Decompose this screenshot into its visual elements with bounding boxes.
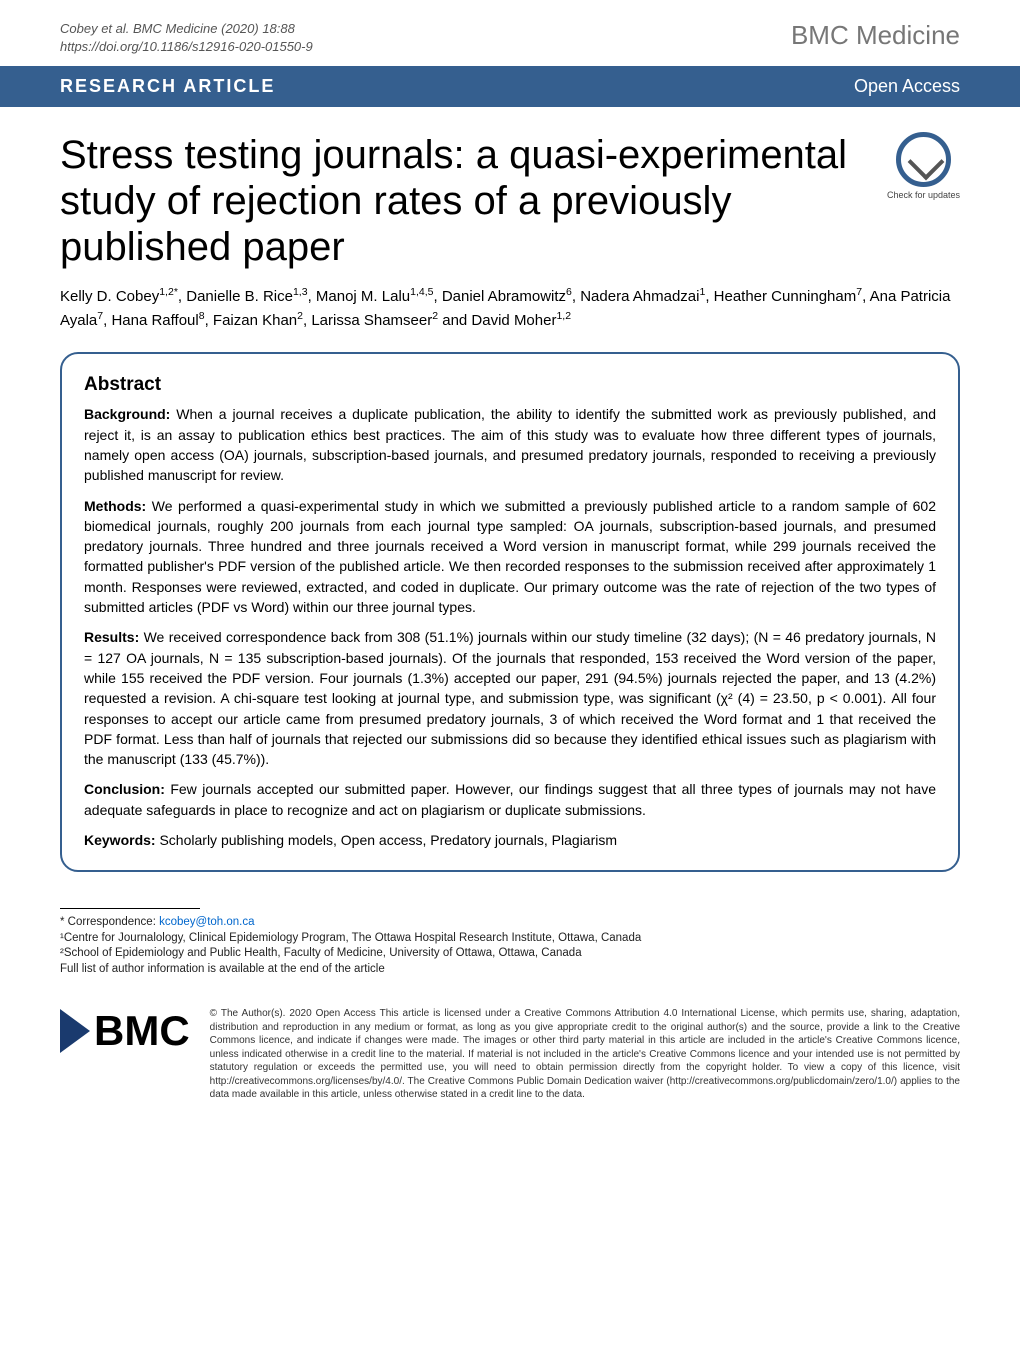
check-updates-label: Check for updates [887,190,960,200]
article-title: Stress testing journals: a quasi-experim… [60,132,960,270]
affiliation-1: ¹Centre for Journalology, Clinical Epide… [60,931,960,947]
conclusion-text: Few journals accepted our submitted pape… [84,781,936,817]
affiliation-full-list-note: Full list of author information is avail… [60,962,960,978]
methods-label: Methods: [84,498,146,514]
bmc-logo-text: BMC [94,1007,190,1055]
abstract-methods: Methods: We performed a quasi-experiment… [84,496,936,618]
correspondence-line: * Correspondence: kcobey@toh.on.ca [60,915,960,931]
keywords-text: Scholarly publishing models, Open access… [159,832,617,848]
bmc-logo: BMC [60,1007,190,1055]
background-text: When a journal receives a duplicate publ… [84,406,936,483]
author-list: Kelly D. Cobey1,2*, Danielle B. Rice1,3,… [0,285,1020,352]
article-type-label: RESEARCH ARTICLE [60,76,275,97]
correspondence-block: * Correspondence: kcobey@toh.on.ca ¹Cent… [0,892,1020,997]
license-text: © The Author(s). 2020 Open Access This a… [210,1007,960,1102]
footnote-divider [60,908,200,909]
abstract-heading: Abstract [84,374,936,396]
check-updates-icon [896,132,951,187]
footer-bottom: BMC © The Author(s). 2020 Open Access Th… [0,997,1020,1132]
citation-doi: https://doi.org/10.1186/s12916-020-01550… [60,38,313,56]
correspondence-star: * Correspondence: [60,916,159,928]
results-label: Results: [84,629,139,645]
journal-logo: BMC Medicine [791,20,960,51]
citation-line-1: Cobey et al. BMC Medicine (2020) 18:88 [60,20,313,38]
conclusion-label: Conclusion: [84,781,165,797]
keywords-label: Keywords: [84,832,156,848]
check-updates-badge[interactable]: Check for updates [887,132,960,200]
header-meta: Cobey et al. BMC Medicine (2020) 18:88 h… [0,0,1020,66]
abstract-results: Results: We received correspondence back… [84,627,936,769]
abstract-box: Abstract Background: When a journal rece… [60,352,960,872]
article-type-banner: RESEARCH ARTICLE Open Access [0,66,1020,107]
open-access-label: Open Access [854,76,960,97]
results-text: We received correspondence back from 308… [84,629,936,767]
methods-text: We performed a quasi-experimental study … [84,498,936,615]
bmc-flag-icon [60,1009,90,1053]
abstract-background: Background: When a journal receives a du… [84,404,936,485]
affiliation-2: ²School of Epidemiology and Public Healt… [60,946,960,962]
correspondence-email[interactable]: kcobey@toh.on.ca [159,916,254,928]
abstract-conclusion: Conclusion: Few journals accepted our su… [84,779,936,820]
abstract-keywords: Keywords: Scholarly publishing models, O… [84,830,936,850]
background-label: Background: [84,406,170,422]
